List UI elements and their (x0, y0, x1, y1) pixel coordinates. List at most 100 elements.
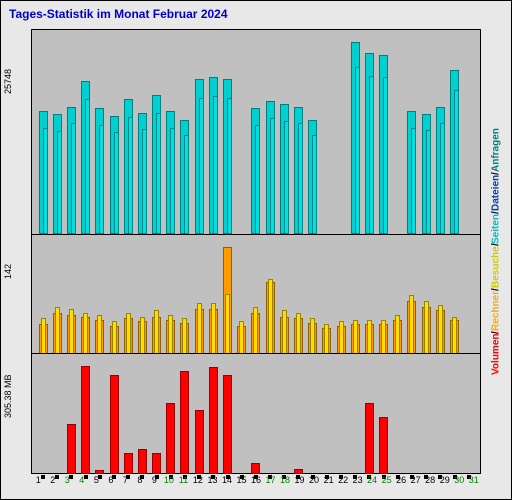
x-tick: 14 (220, 475, 235, 495)
bar-volumen (195, 410, 204, 474)
x-tick: 1 (31, 475, 46, 495)
bar-seiten (99, 125, 104, 234)
bar-group (107, 360, 121, 474)
bar-group (135, 360, 149, 474)
bar-seiten (114, 132, 119, 234)
bar-group (447, 360, 461, 474)
x-tick: 22 (336, 475, 351, 495)
bar-group (405, 241, 419, 355)
panel-bot (32, 353, 480, 474)
bar-group (306, 360, 320, 474)
bar-group (362, 36, 376, 234)
bar-rechner (253, 307, 258, 354)
legend-separator: / (489, 211, 504, 214)
legend-item: Volumen (489, 334, 504, 375)
bar-group (164, 241, 178, 355)
bar-rechner (409, 295, 414, 354)
bar-rechner (211, 303, 216, 355)
bar-group (277, 241, 291, 355)
bar-group (249, 360, 263, 474)
bar-rechner (282, 310, 287, 354)
bar-group (277, 36, 291, 234)
bar-seiten (128, 117, 133, 234)
bar-volumen (110, 375, 119, 474)
bar-group (462, 360, 476, 474)
bar-group (263, 360, 277, 474)
bar-rechner (140, 317, 145, 355)
bar-group (306, 241, 320, 355)
plot-area (31, 29, 481, 474)
bar-rechner (239, 321, 244, 354)
bar-seiten (383, 77, 388, 234)
bar-seiten (284, 121, 289, 234)
bar-group (36, 36, 50, 234)
bar-rechner (310, 318, 315, 354)
bar-volumen (180, 371, 189, 474)
bar-group (206, 360, 220, 474)
bar-group (334, 360, 348, 474)
panel-mid (32, 234, 480, 355)
bar-group (192, 36, 206, 234)
bar-volumen (67, 424, 76, 474)
bar-rechner (182, 318, 187, 354)
bar-group (235, 36, 249, 234)
bar-group (377, 360, 391, 474)
bar-group (377, 241, 391, 355)
bar-seiten (57, 131, 62, 234)
x-tick: 2 (46, 475, 61, 495)
bar-volumen (124, 453, 133, 474)
x-tick: 23 (350, 475, 365, 495)
bar-group (107, 241, 121, 355)
bar-rechner (154, 310, 159, 354)
legend-item: Dateien (489, 175, 504, 211)
bar-group (192, 241, 206, 355)
bar-rechner (197, 303, 202, 355)
bar-seiten (71, 123, 76, 233)
bar-rechner (83, 313, 88, 355)
bar-group (50, 360, 64, 474)
bar-seiten (369, 76, 374, 233)
bar-rechner (395, 315, 400, 354)
bar-group (64, 241, 78, 355)
bar-rechner (452, 317, 457, 355)
bar-rechner (353, 320, 358, 355)
x-tick: 9 (147, 475, 162, 495)
bar-group (93, 241, 107, 355)
legend-item: Anfragen (489, 128, 504, 172)
x-tick: 28 (423, 475, 438, 495)
x-tick: 10 (162, 475, 177, 495)
bar-group (178, 241, 192, 355)
x-tick: 25 (379, 475, 394, 495)
x-tick: 29 (437, 475, 452, 495)
bar-group (79, 360, 93, 474)
bar-group (235, 360, 249, 474)
bar-volumen (379, 417, 388, 474)
y-label-top: 25748 (3, 41, 29, 121)
bar-group (235, 241, 249, 355)
bar-group (150, 241, 164, 355)
bar-seiten (142, 129, 147, 233)
x-tick: 26 (394, 475, 409, 495)
bar-group (462, 241, 476, 355)
x-axis: 1234567891011121314151617181920212223242… (31, 475, 481, 495)
bar-group (135, 36, 149, 234)
chart-container: Tages-Statistik im Monat Februar 2024 25… (0, 0, 512, 500)
bar-group (192, 360, 206, 474)
bar-group (419, 241, 433, 355)
bar-volumen (138, 449, 147, 474)
bar-group (433, 241, 447, 355)
x-tick: 20 (307, 475, 322, 495)
bar-group (220, 241, 234, 355)
bar-seiten (156, 113, 161, 234)
bar-group (249, 36, 263, 234)
bar-group (121, 241, 135, 355)
bar-volumen (152, 453, 161, 474)
bar-group (64, 360, 78, 474)
legend-separator: / (489, 172, 504, 175)
bar-group (50, 241, 64, 355)
bar-seiten (227, 98, 232, 234)
bar-seiten (426, 130, 431, 234)
x-tick: 27 (408, 475, 423, 495)
x-tick: 17 (263, 475, 278, 495)
bar-rechner (112, 321, 117, 354)
